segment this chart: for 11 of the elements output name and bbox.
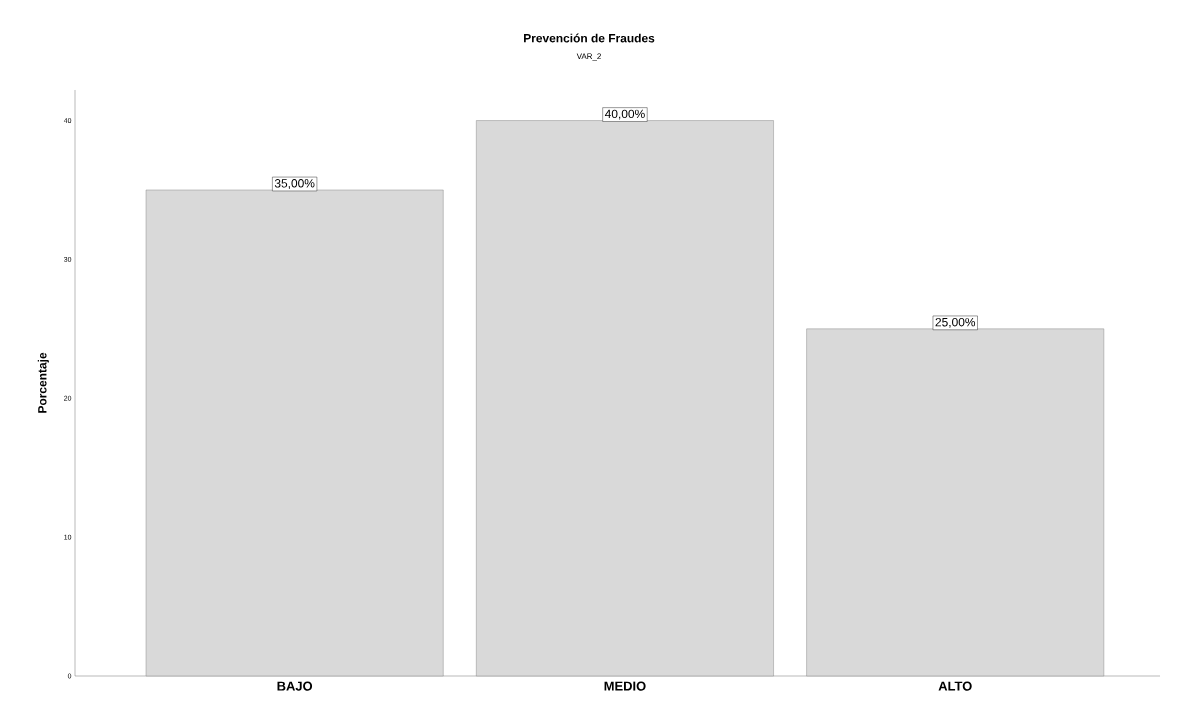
x-tick-label: BAJO	[277, 681, 313, 691]
bar	[476, 120, 774, 677]
data-label: 35,00%	[274, 179, 315, 189]
x-tick-label: MEDIO	[604, 681, 646, 691]
bar	[145, 189, 444, 677]
chart-title: Prevención de Fraudes	[524, 33, 655, 43]
x-tick-label: ALTO	[938, 681, 972, 691]
bar	[806, 328, 1105, 677]
y-axis-title: Porcentaje	[37, 352, 49, 413]
data-label: 25,00%	[935, 317, 976, 328]
data-label: 40,00%	[604, 109, 645, 120]
